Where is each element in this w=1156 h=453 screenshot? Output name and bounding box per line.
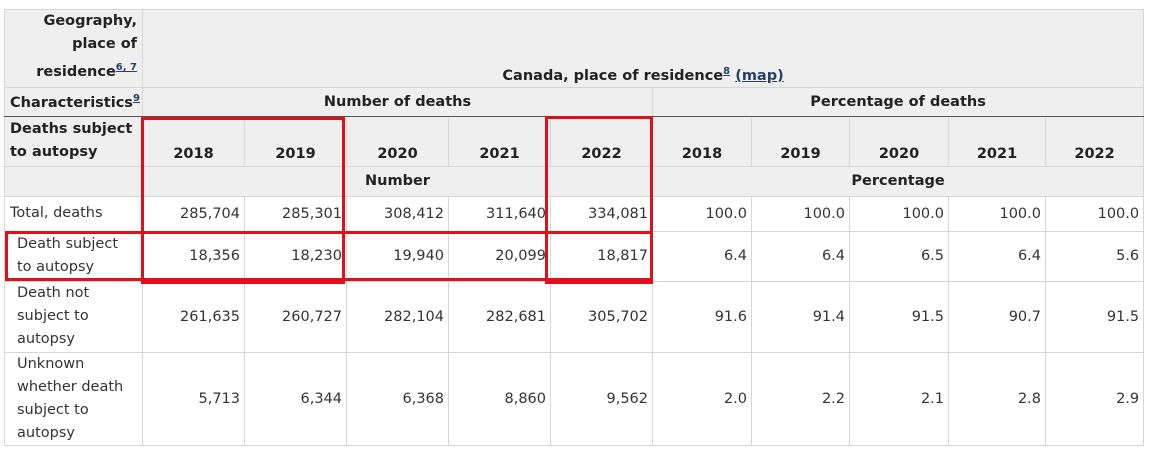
year-header: 2019 <box>244 115 347 167</box>
table-cell: 91.4 <box>751 280 850 353</box>
year-header: 2020 <box>849 115 949 167</box>
table-cell: 18,230 <box>244 230 347 282</box>
table-cell: 6,368 <box>346 351 449 446</box>
region-header: Canada, place of residence8 (map) <box>141 9 1145 88</box>
geography-label-line3: residence <box>36 63 116 80</box>
table-cell: 6.4 <box>751 230 850 282</box>
table-cell: 8,860 <box>448 351 551 446</box>
unit-number: Number <box>142 165 653 197</box>
year-header: 2021 <box>948 115 1046 167</box>
region-label: Canada, place of residence <box>502 67 724 84</box>
table-cell: 6,344 <box>244 351 347 446</box>
unit-percentage: Percentage <box>651 165 1145 197</box>
map-link[interactable]: (map) <box>735 67 784 84</box>
year-header: 2021 <box>448 115 551 167</box>
table-cell: 2.2 <box>751 351 850 446</box>
year-header: 2018 <box>652 115 752 167</box>
table-cell: 282,104 <box>346 280 449 353</box>
table-row: Total, deaths 285,704 285,301 308,412 31… <box>4 195 1145 232</box>
table-cell: 6.4 <box>948 230 1046 282</box>
table-cell: 5.6 <box>1044 230 1145 282</box>
percentage-of-deaths-header: Percentage of deaths <box>651 86 1145 117</box>
table-cell: 2.0 <box>652 351 752 446</box>
table-cell: 305,702 <box>550 280 653 353</box>
table-cell: 20,099 <box>448 230 551 282</box>
table-row: Death not subject to autopsy 261,635 260… <box>4 280 1145 353</box>
table-cell: 6.4 <box>652 230 752 282</box>
table-cell: 2.8 <box>948 351 1046 446</box>
table-cell: 100.0 <box>849 195 949 232</box>
table-cell: 2.1 <box>849 351 949 446</box>
autopsy-statistics-table: Geography, place of residence6, 7 Canada… <box>4 9 1145 446</box>
year-header: 2019 <box>751 115 850 167</box>
table-cell: 90.7 <box>948 280 1046 353</box>
table-cell: 91.5 <box>849 280 949 353</box>
number-of-deaths-header: Number of deaths <box>142 86 653 117</box>
year-header: 2018 <box>142 115 245 167</box>
table-cell: 311,640 <box>448 195 551 232</box>
row-label: Death not subject to autopsy <box>4 280 143 353</box>
year-header: 2020 <box>346 115 449 167</box>
unit-row-stub <box>4 165 143 197</box>
table-cell: 285,301 <box>244 195 347 232</box>
table-cell: 19,940 <box>346 230 449 282</box>
table-cell: 5,713 <box>142 351 245 446</box>
characteristics-footnote-link[interactable]: 9 <box>132 92 140 104</box>
geography-footnote-link[interactable]: 6, 7 <box>115 62 137 73</box>
row-label: Total, deaths <box>4 195 143 232</box>
autopsy-header-line1: Deaths subject <box>10 121 133 138</box>
table-cell: 308,412 <box>346 195 449 232</box>
characteristics-label: Characteristics <box>10 94 133 111</box>
table-cell: 91.6 <box>652 280 752 353</box>
row-label: Unknown whether death subject to autopsy <box>4 351 143 446</box>
geography-label-line2: place of <box>72 36 137 52</box>
table-cell: 9,562 <box>550 351 653 446</box>
deaths-subject-to-autopsy-header: Deaths subject to autopsy <box>4 115 143 167</box>
region-footnote-link[interactable]: 8 <box>723 66 731 77</box>
table-cell: 2.9 <box>1044 351 1145 446</box>
autopsy-header-line2: to autopsy <box>10 144 98 161</box>
table-cell: 334,081 <box>550 195 653 232</box>
year-header: 2022 <box>550 115 653 167</box>
table-cell: 18,817 <box>550 230 653 282</box>
table-cell: 260,727 <box>244 280 347 353</box>
table-cell: 261,635 <box>142 280 245 353</box>
row-label: Death subject to autopsy <box>4 230 143 282</box>
table-row: Unknown whether death subject to autopsy… <box>4 351 1145 446</box>
table-cell: 6.5 <box>849 230 949 282</box>
table-cell: 285,704 <box>142 195 245 232</box>
table-cell: 282,681 <box>448 280 551 353</box>
table-cell: 100.0 <box>652 195 752 232</box>
table-cell: 100.0 <box>751 195 850 232</box>
year-header: 2022 <box>1044 115 1145 167</box>
table-cell: 100.0 <box>948 195 1046 232</box>
geography-header: Geography, place of residence6, 7 <box>4 9 143 88</box>
table-cell: 18,356 <box>142 230 245 282</box>
table-row: Death subject to autopsy 18,356 18,230 1… <box>4 230 1145 282</box>
geography-label-line1: Geography, <box>43 13 137 29</box>
table-cell: 91.5 <box>1044 280 1145 353</box>
table-cell: 100.0 <box>1044 195 1145 232</box>
characteristics-header: Characteristics9 <box>4 86 143 117</box>
